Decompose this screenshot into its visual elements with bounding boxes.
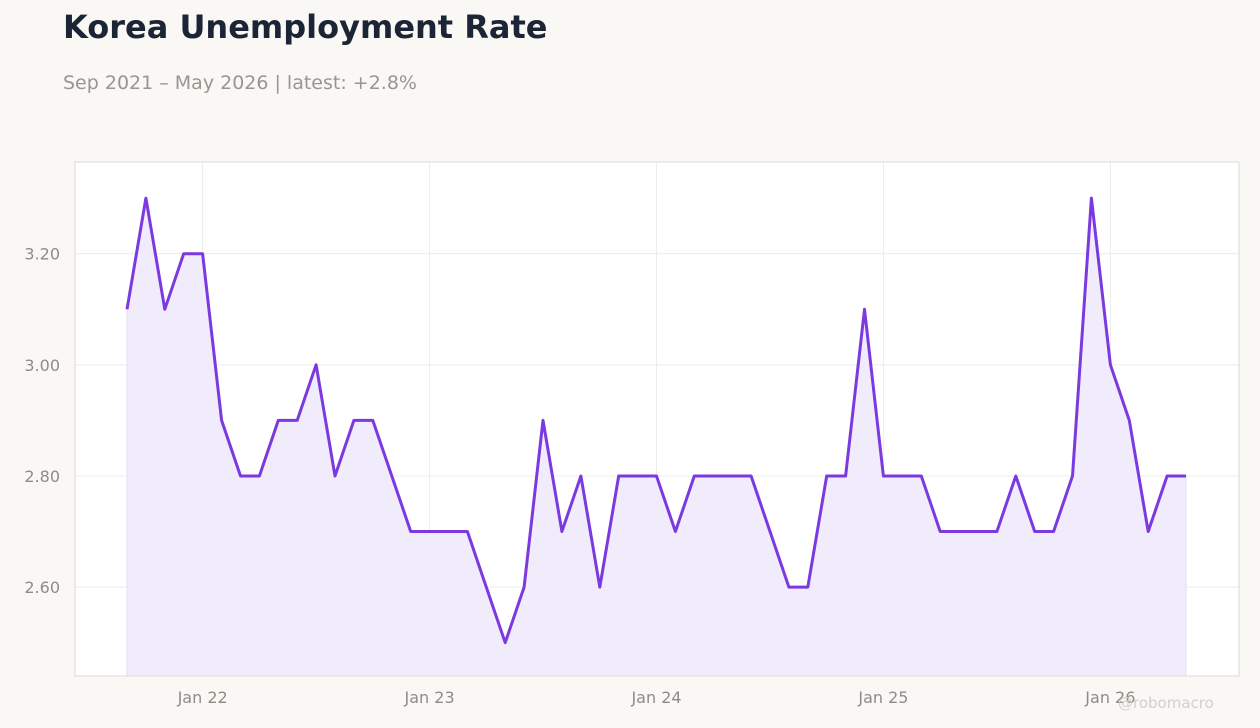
plot-border xyxy=(74,161,1240,677)
x-axis-labels: Jan 22 Jan 23 Jan 24 Jan 25 Jan 26 xyxy=(177,688,1136,707)
y-axis-labels: 2.60 2.80 3.00 3.20 xyxy=(24,245,60,597)
series-line xyxy=(125,196,1186,645)
chart-subtitle: Sep 2021 – May 2026 | latest: +2.8% xyxy=(63,72,417,94)
y-tick-label: 3.20 xyxy=(24,245,60,264)
x-tick-label: Jan 26 xyxy=(1084,688,1135,707)
x-tick-label: Jan 24 xyxy=(630,688,681,707)
y-tick-label: 2.60 xyxy=(24,578,60,597)
y-tick-label: 2.80 xyxy=(24,467,60,486)
y-tick-label: 3.00 xyxy=(24,356,60,375)
x-tick-label: Jan 22 xyxy=(177,688,228,707)
chart-title: Korea Unemployment Rate xyxy=(63,8,548,46)
x-tick-label: Jan 25 xyxy=(857,688,908,707)
x-tick-label: Jan 23 xyxy=(404,688,455,707)
watermark: @robomacro xyxy=(1118,694,1214,712)
